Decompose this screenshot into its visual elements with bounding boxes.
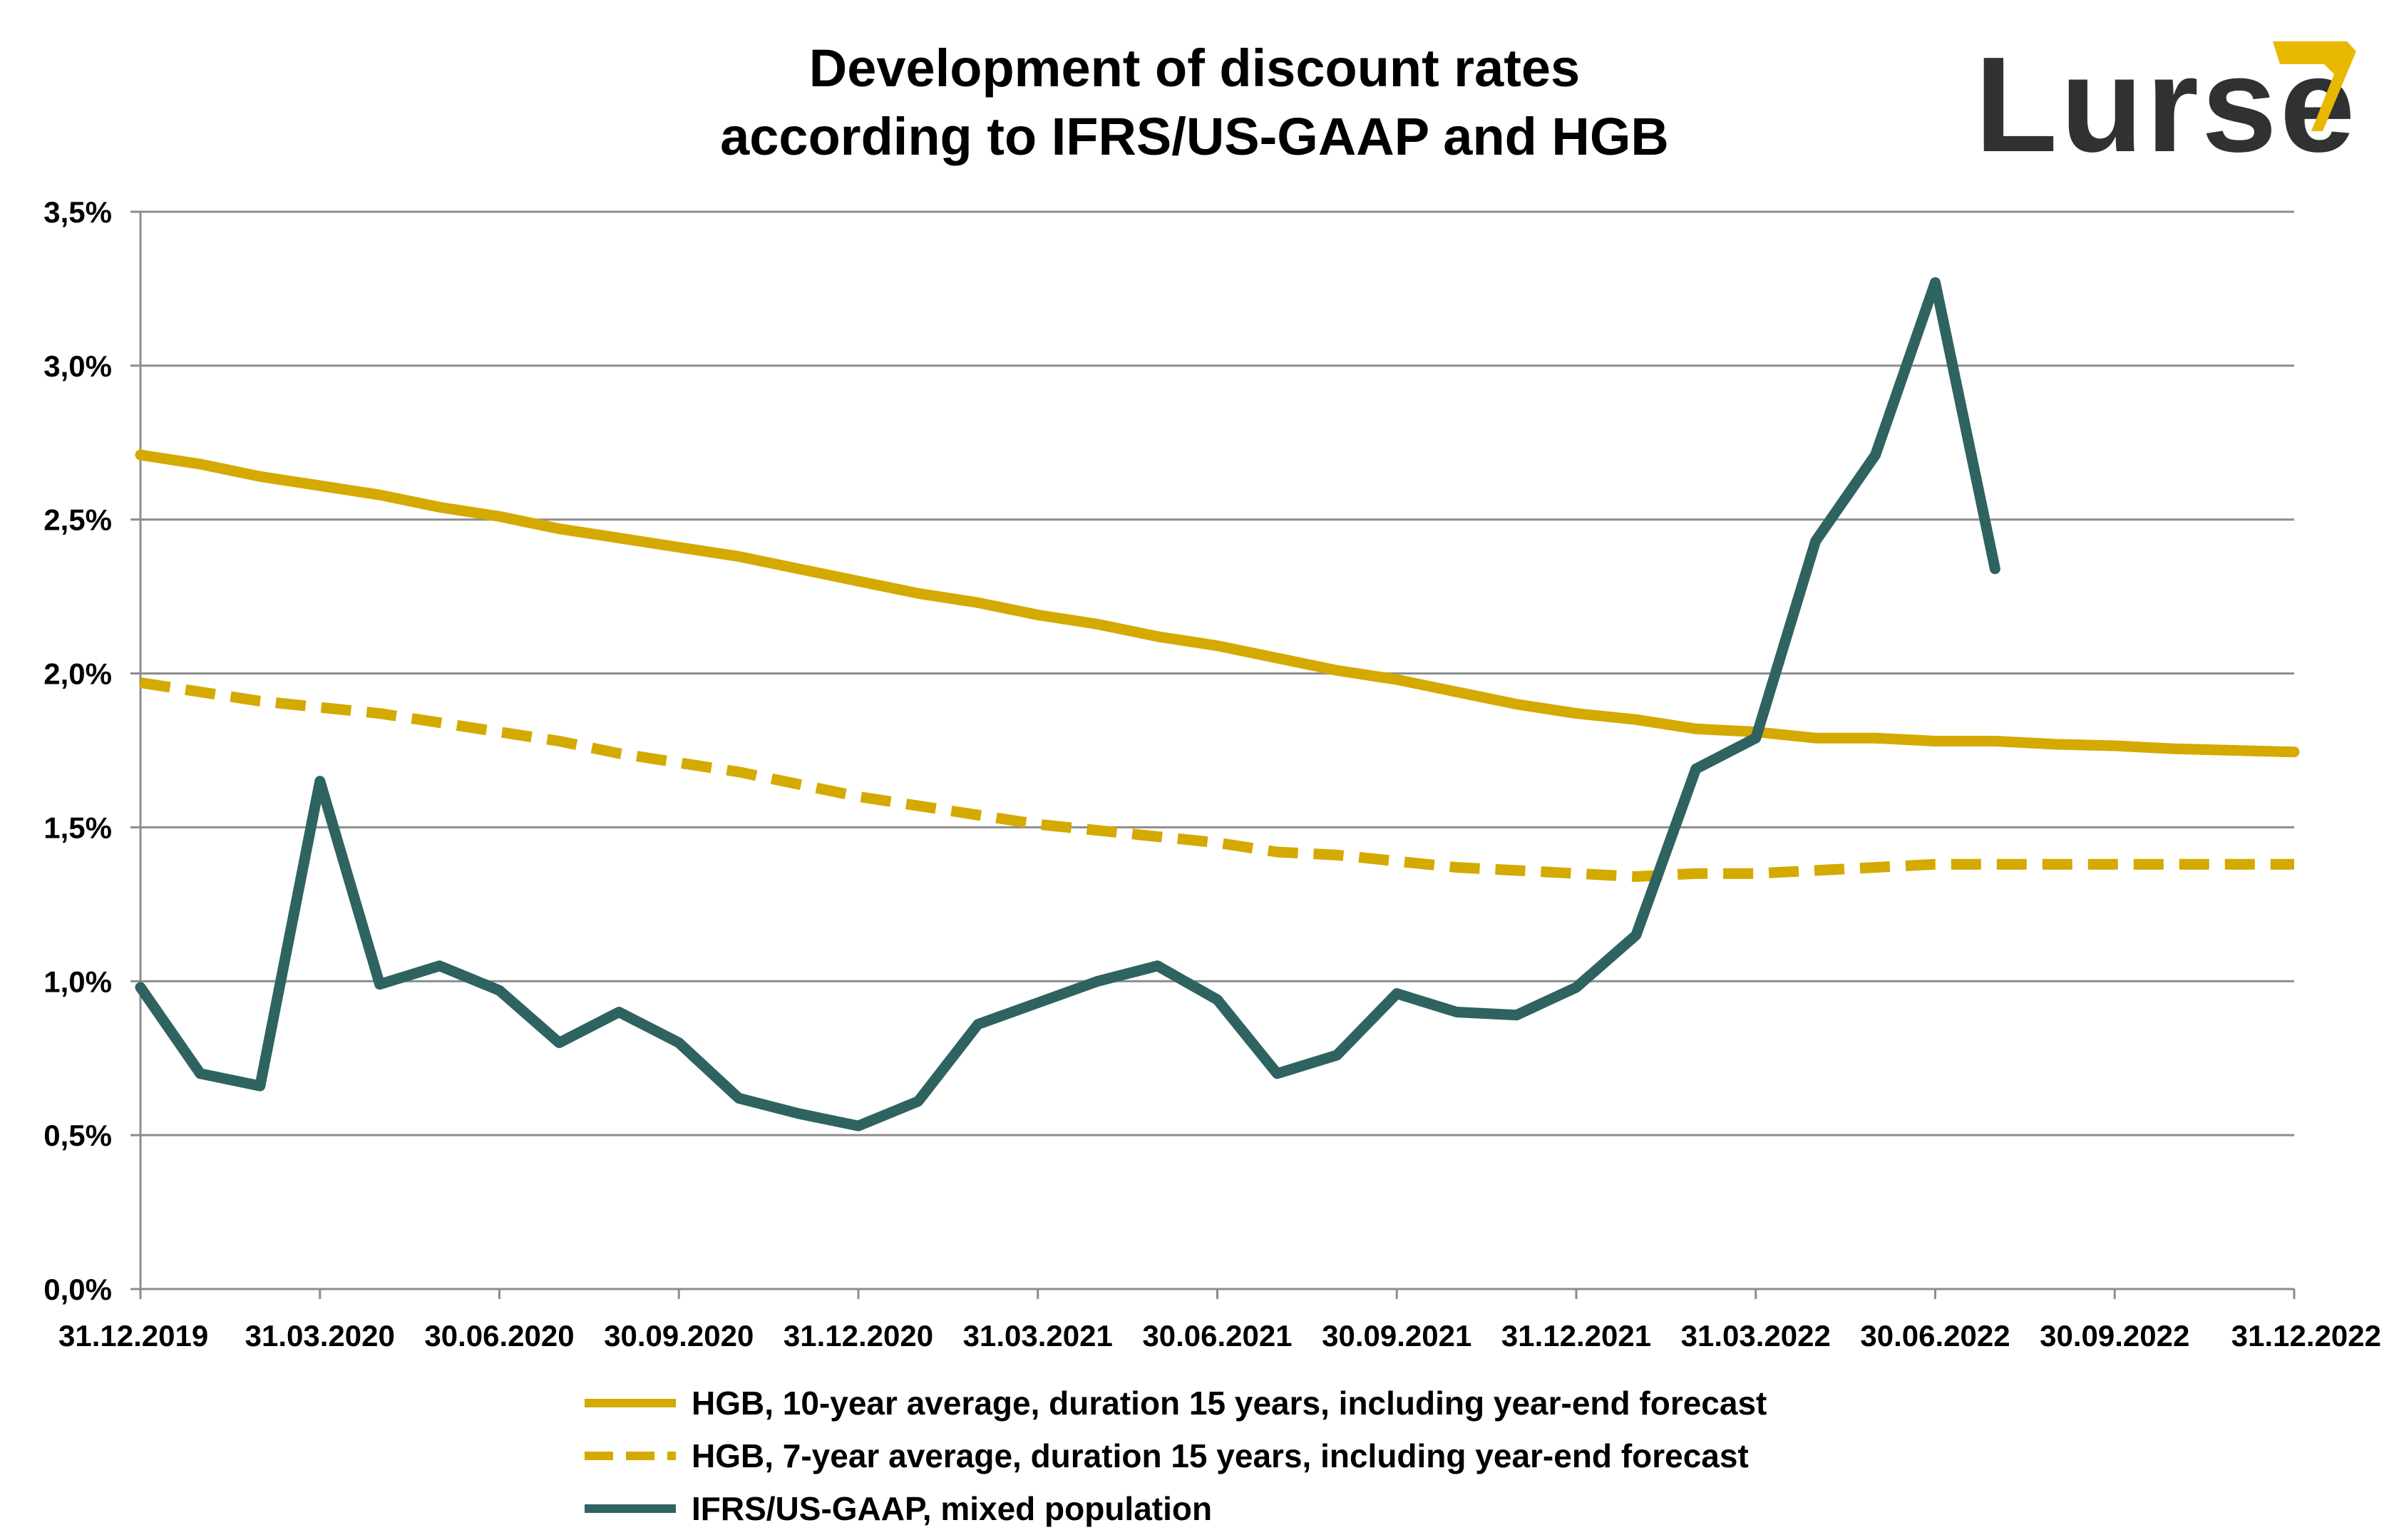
x-tick-label: 31.03.2020 bbox=[245, 1319, 395, 1352]
y-tick-label: 2,0% bbox=[43, 657, 112, 691]
chart-title-line-1: Development of discount rates bbox=[808, 38, 1581, 98]
legend-solid-teal-line bbox=[585, 1504, 676, 1513]
x-tick-label: 31.03.2021 bbox=[963, 1319, 1113, 1352]
tick-labels: 0,0% 0,5% 1,0% 1,5% 2,0% 2,5% 3,0% 3,5% 31.12.20… bbox=[43, 195, 2381, 1352]
y-tick-label: 0,5% bbox=[43, 1119, 112, 1152]
x-tick-label: 31.12.2022 bbox=[2231, 1319, 2381, 1352]
logo-chevron-shape bbox=[2273, 41, 2356, 131]
y-tick-label: 1,0% bbox=[43, 965, 112, 998]
legend-label-2: HGB, 7-year average, duration 15 years, … bbox=[692, 1437, 1749, 1474]
x-tick-label: 31.12.2021 bbox=[1501, 1319, 1651, 1352]
lurse-logo: Lurse bbox=[1975, 37, 2374, 173]
logo-chevron-icon bbox=[2273, 41, 2356, 131]
x-tick-label: 30.09.2021 bbox=[1322, 1319, 1471, 1352]
chart-title: Development of discount rates according … bbox=[0, 34, 2389, 171]
axes bbox=[130, 210, 2296, 1299]
x-tick-label: 31.03.2022 bbox=[1681, 1319, 1831, 1352]
x-tick-label: 30.06.2022 bbox=[1860, 1319, 2010, 1352]
legend-dashed-gold-line bbox=[585, 1452, 676, 1460]
y-tick-label: 3,0% bbox=[43, 349, 112, 383]
legend-solid-gold-line bbox=[585, 1399, 676, 1407]
x-tick-label: 30.06.2020 bbox=[424, 1319, 574, 1352]
chart-title-line-2: according to IFRS/US-GAAP and HGB bbox=[720, 107, 1669, 166]
data-series bbox=[135, 277, 2300, 1131]
y-tick-label: 3,5% bbox=[43, 195, 112, 229]
x-tick-label: 30.09.2022 bbox=[2040, 1319, 2189, 1352]
ifrs-usgaap-line bbox=[135, 277, 2000, 1131]
y-tick-label: 2,5% bbox=[43, 503, 112, 537]
y-tick-label: 0,0% bbox=[43, 1273, 112, 1306]
legend-label-3: IFRS/US-GAAP, mixed population bbox=[692, 1490, 1213, 1527]
hgb-7-year-line bbox=[139, 677, 2294, 882]
x-tick-label: 30.09.2020 bbox=[604, 1319, 754, 1352]
x-tick-label: 30.06.2021 bbox=[1142, 1319, 1292, 1352]
hgb-10-year-line bbox=[135, 449, 2300, 758]
x-tick-label: 31.12.2020 bbox=[784, 1319, 933, 1352]
x-tick-label: 31.12.2019 bbox=[58, 1319, 208, 1352]
y-tick-label: 1,5% bbox=[43, 811, 112, 844]
legend-label-1: HGB, 10-year average, duration 15 years,… bbox=[692, 1385, 1767, 1422]
